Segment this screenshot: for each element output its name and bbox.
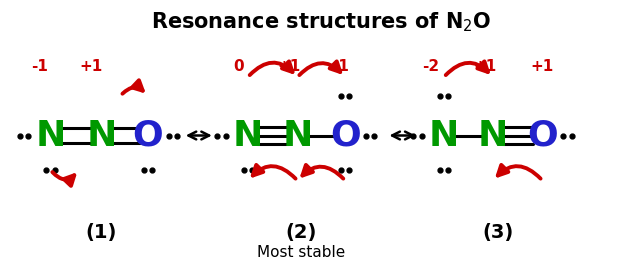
Text: N: N xyxy=(478,118,508,153)
Text: O: O xyxy=(330,118,361,153)
Text: +1: +1 xyxy=(79,59,102,74)
Text: 0: 0 xyxy=(233,59,243,74)
FancyArrowPatch shape xyxy=(498,165,541,179)
Text: N: N xyxy=(429,118,459,153)
Text: +1: +1 xyxy=(531,59,554,74)
Text: -1: -1 xyxy=(31,59,48,74)
FancyArrowPatch shape xyxy=(299,61,340,75)
Text: Resonance structures of N$_2$O: Resonance structures of N$_2$O xyxy=(151,11,491,34)
FancyArrowPatch shape xyxy=(302,165,343,179)
Text: Most stable: Most stable xyxy=(257,245,345,260)
Text: -2: -2 xyxy=(422,59,439,74)
Text: (3): (3) xyxy=(482,223,514,242)
Text: +1: +1 xyxy=(277,59,300,74)
Text: (1): (1) xyxy=(86,223,117,242)
Text: O: O xyxy=(132,118,163,153)
FancyArrowPatch shape xyxy=(123,80,143,94)
Text: -1: -1 xyxy=(332,59,349,74)
Text: (2): (2) xyxy=(285,223,317,242)
Text: N: N xyxy=(282,118,313,153)
Text: N: N xyxy=(86,118,117,153)
FancyArrowPatch shape xyxy=(253,165,295,179)
FancyArrowPatch shape xyxy=(250,61,293,75)
Text: N: N xyxy=(35,118,65,153)
FancyArrowPatch shape xyxy=(446,61,488,75)
FancyArrowPatch shape xyxy=(53,172,74,186)
Text: +1: +1 xyxy=(473,59,496,74)
Text: O: O xyxy=(527,118,558,153)
Text: N: N xyxy=(232,118,263,153)
